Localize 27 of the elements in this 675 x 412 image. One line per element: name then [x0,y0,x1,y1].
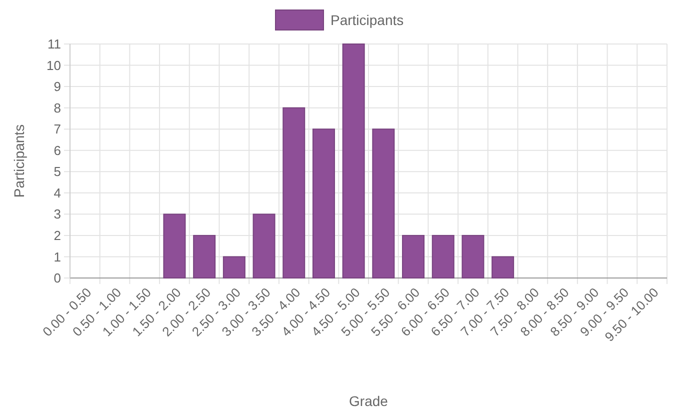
y-tick-label: 2 [54,228,61,244]
bar [492,256,514,278]
bar [252,214,276,278]
y-tick-label: 5 [54,164,61,180]
y-tick-label: 10 [46,58,61,73]
bar [402,234,425,278]
y-tick-label: 7 [54,122,61,137]
y-tick-label: 8 [54,100,61,116]
legend-label: Participants [330,12,404,28]
bar [432,234,454,278]
y-axis-title: Participants [11,124,27,198]
bar [342,44,365,278]
bar [163,214,186,278]
bar [282,107,306,278]
bar [372,128,395,278]
bar [312,128,335,278]
y-tick-label: 1 [54,249,61,264]
y-tick-label: 3 [54,206,61,222]
bar [222,256,246,278]
y-tick-label: 4 [54,185,61,200]
bar [193,234,216,278]
y-tick-label: 6 [54,142,61,158]
bar [462,234,484,278]
y-tick-label: 0 [54,270,61,286]
y-tick-label: 11 [48,36,61,52]
x-axis-title: Grade [349,393,388,409]
y-tick-label: 9 [54,79,61,94]
